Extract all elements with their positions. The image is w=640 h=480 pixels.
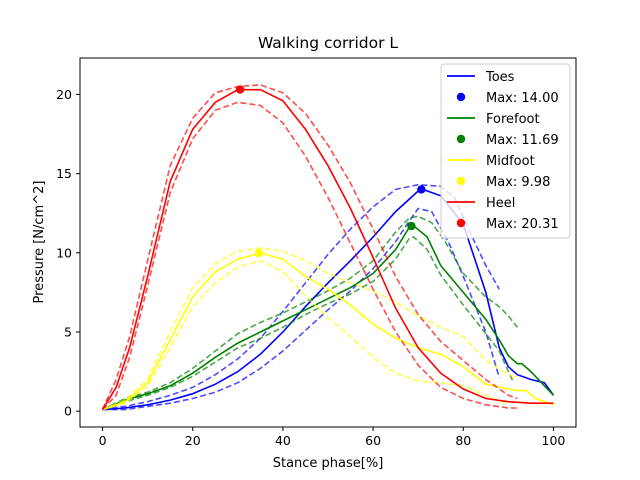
legend-midfoot-label: Midfoot [486, 154, 535, 169]
x-tick-label: 20 [185, 433, 201, 448]
legend-forefoot-max-label: Max: 11.69 [486, 133, 559, 148]
x-tick-label: 100 [542, 433, 566, 448]
forefoot-max-point [407, 221, 416, 231]
midfoot-upper-line [102, 247, 518, 411]
y-axis-label: Pressure [N/cm^2] [32, 181, 47, 304]
chart-title: Walking corridor L [258, 34, 398, 52]
legend: Toes Max: 14.00 Forefoot Max: 11.69 Midfoot M… [440, 63, 571, 239]
legend-forefoot-max-marker [456, 134, 466, 144]
y-tick-label: 15 [56, 166, 72, 181]
legend-toes-label: Toes [485, 70, 515, 85]
y-tick-label: 5 [64, 324, 72, 339]
midfoot-lower-line [102, 259, 509, 411]
legend-midfoot-max-marker [456, 176, 466, 186]
y-tick-label: 20 [56, 87, 72, 102]
legend-heel-max-marker [456, 218, 466, 228]
legend-midfoot-max-label: Max: 9.98 [486, 175, 550, 190]
legend-toes-max-label: Max: 14.00 [486, 91, 559, 106]
axes: 0 20 40 60 80 100 0 5 10 15 20 [56, 57, 577, 448]
midfoot-max-point [254, 248, 264, 258]
legend-forefoot-label: Forefoot [486, 112, 540, 127]
heel-max-point [235, 85, 245, 94]
toes-upper-line [102, 183, 500, 409]
plot-lines [101, 84, 555, 411]
heel-lower-line [101, 101, 518, 411]
forefoot-mean-line [102, 224, 555, 411]
x-axis-label: Stance phase[%] [273, 456, 384, 471]
x-tick-label: 80 [455, 433, 471, 448]
x-tick-label: 60 [365, 433, 381, 448]
y-tick-label: 10 [56, 245, 72, 260]
toes-max-point [417, 185, 426, 194]
x-tick-label: 40 [275, 433, 291, 448]
legend-heel-max-label: Max: 20.31 [486, 217, 559, 232]
plot-frame [79, 57, 577, 428]
midfoot-mean-line [102, 252, 554, 411]
heel-mean-line [101, 88, 554, 411]
toes-mean-line [102, 188, 555, 411]
legend-heel-label: Heel [486, 196, 515, 211]
x-tick-label: 0 [99, 433, 107, 448]
legend-box [440, 63, 571, 239]
toes-lower-line [102, 207, 501, 411]
forefoot-lower-line [102, 236, 514, 411]
forefoot-upper-line [102, 215, 519, 411]
y-tick-label: 0 [64, 404, 72, 419]
legend-toes-max-marker [456, 92, 466, 102]
